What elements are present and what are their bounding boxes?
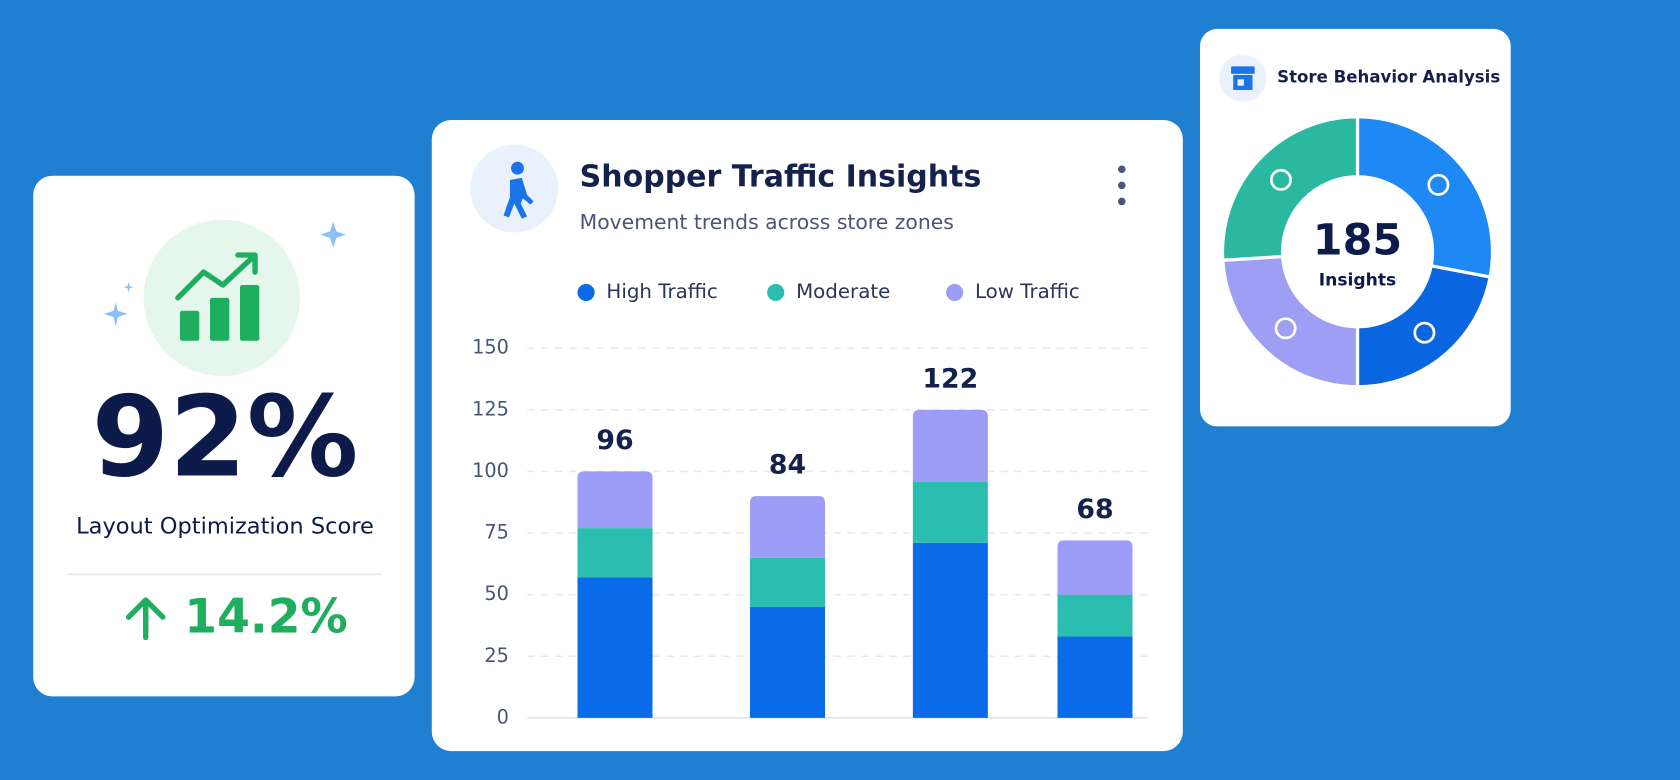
bar-segment [750, 606, 825, 718]
traffic-card: Shopper Traffic Insights Movement trends… [431, 120, 1183, 752]
bar-segment [577, 577, 653, 718]
y-tick-label: 75 [484, 521, 509, 544]
total-label: 68 [1076, 494, 1113, 525]
donut-segment [1355, 115, 1495, 279]
segment-icon [1427, 173, 1450, 196]
donut-segment [1221, 254, 1360, 389]
bar-segment [750, 557, 825, 607]
center-label: Insights [1319, 271, 1396, 291]
center-value: 185 [1313, 216, 1402, 266]
total-label: 96 [596, 425, 633, 456]
bar-segment [1057, 540, 1133, 595]
segment-icon [1413, 321, 1436, 344]
chart-title: Shopper Traffic Insights [580, 159, 982, 194]
card [33, 175, 415, 697]
sparkle [103, 302, 128, 327]
bar-segment [577, 471, 653, 529]
score-change: 14.2% [184, 589, 347, 644]
sparkle [320, 221, 347, 248]
store-icon [1231, 66, 1255, 90]
score-value: 92% [92, 373, 359, 502]
y-tick-label: 25 [484, 644, 509, 667]
bar-segment [1057, 636, 1133, 718]
bar-segment [912, 542, 988, 718]
bar-segment [577, 528, 653, 578]
legend-label: Moderate [796, 280, 890, 303]
chart-subtitle: Movement trends across store zones [580, 210, 954, 234]
score-card: 92% Layout Optimization Score 14.2% [33, 175, 415, 697]
y-tick-label: 125 [472, 397, 509, 420]
legend-swatch [767, 283, 785, 302]
donut-segment [1355, 263, 1492, 389]
bar-segment [912, 481, 988, 543]
segment-icon [1269, 168, 1292, 191]
bar-segment [1057, 594, 1133, 637]
chart-title: Store Behavior Analysis [1277, 68, 1500, 87]
bar-segment [750, 496, 825, 558]
donut-segment [1220, 115, 1360, 262]
score-label: Layout Optimization Score [76, 514, 374, 540]
legend-label: High Traffic [606, 280, 717, 303]
y-tick-label: 50 [484, 582, 509, 605]
behavior-card: Store Behavior Analysis 185 Insights [1200, 28, 1511, 427]
legend-swatch [946, 283, 964, 302]
legend-label: Low Traffic [975, 280, 1080, 303]
y-tick-label: 150 [472, 336, 509, 359]
sparkle [123, 281, 134, 293]
menu-button[interactable] [1118, 165, 1126, 206]
up-arrow [125, 597, 166, 641]
total-label: 122 [922, 363, 978, 394]
y-tick-label: 100 [472, 459, 509, 482]
y-tick-label: 0 [497, 705, 509, 728]
growth-icon [175, 252, 260, 341]
segment-icon [1274, 317, 1297, 340]
walker-icon [503, 161, 534, 219]
legend-swatch [577, 283, 595, 302]
bar-segment [912, 409, 988, 482]
total-label: 84 [769, 450, 806, 481]
